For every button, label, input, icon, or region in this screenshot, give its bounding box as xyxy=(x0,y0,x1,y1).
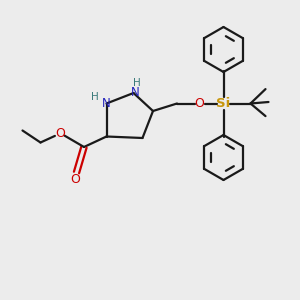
Text: N: N xyxy=(130,86,140,100)
Text: O: O xyxy=(55,127,65,140)
Text: O: O xyxy=(195,97,204,110)
Text: Si: Si xyxy=(216,97,231,110)
Text: H: H xyxy=(91,92,99,103)
Text: N: N xyxy=(102,97,111,110)
Text: O: O xyxy=(70,172,80,186)
Text: H: H xyxy=(133,78,140,88)
